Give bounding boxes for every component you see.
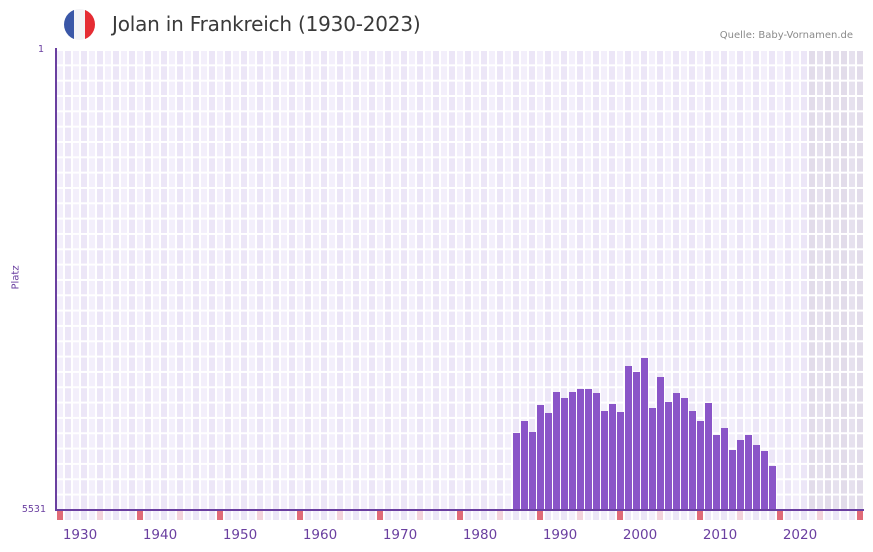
bar-1985[interactable] — [512, 433, 520, 510]
x-tick-2020: 2020 — [782, 527, 818, 543]
source-credit: Quelle: Baby-Vornamen.de — [719, 30, 853, 41]
x-tick-1970: 1970 — [382, 527, 418, 543]
bar-2006[interactable] — [680, 398, 688, 510]
bar-1998[interactable] — [616, 412, 624, 510]
x-tick-1950: 1950 — [222, 527, 258, 543]
bar-2013[interactable] — [736, 440, 744, 510]
bar-1990[interactable] — [552, 392, 560, 510]
x-tick-2010: 2010 — [702, 527, 738, 543]
bar-1987[interactable] — [528, 432, 536, 510]
bar-2000[interactable] — [632, 372, 640, 510]
bar-1989[interactable] — [544, 413, 552, 510]
bar-2016[interactable] — [760, 451, 768, 510]
x-tick-1930: 1930 — [62, 527, 98, 543]
bar-2011[interactable] — [720, 428, 728, 510]
bar-2005[interactable] — [672, 393, 680, 510]
flag-stripe-white — [74, 9, 85, 40]
chart-title: Jolan in Frankreich (1930-2023) — [112, 12, 421, 36]
bar-2004[interactable] — [664, 402, 672, 510]
bar-2014[interactable] — [744, 435, 752, 510]
x-tick-1990: 1990 — [542, 527, 578, 543]
bar-2002[interactable] — [648, 408, 656, 510]
flag-stripe-blue — [64, 9, 75, 40]
bar-2015[interactable] — [752, 445, 760, 510]
x-tick-1980: 1980 — [462, 527, 498, 543]
bar-1986[interactable] — [520, 421, 528, 510]
y-axis-line — [55, 48, 57, 511]
france-flag-icon — [64, 9, 95, 40]
year-markers — [57, 511, 863, 520]
bar-1996[interactable] — [600, 411, 608, 510]
bar-1997[interactable] — [608, 404, 616, 510]
bar-1995[interactable] — [592, 393, 600, 510]
bar-2017[interactable] — [768, 466, 776, 510]
bar-2012[interactable] — [728, 450, 736, 510]
flag-stripe-red — [84, 9, 95, 40]
bar-1988[interactable] — [536, 405, 544, 510]
bar-2007[interactable] — [688, 411, 696, 510]
bar-1991[interactable] — [560, 398, 568, 510]
y-axis-label: Platz — [10, 265, 22, 290]
x-tick-2000: 2000 — [622, 527, 658, 543]
x-tick-1940: 1940 — [142, 527, 178, 543]
y-tick-bottom: 5531 — [21, 504, 46, 515]
bar-2009[interactable] — [704, 403, 712, 510]
x-axis-line — [55, 509, 864, 511]
bar-2010[interactable] — [712, 435, 720, 510]
grid — [57, 51, 863, 509]
x-tick-1960: 1960 — [302, 527, 338, 543]
bar-1992[interactable] — [568, 392, 576, 510]
bar-1999[interactable] — [624, 366, 632, 510]
bar-2001[interactable] — [640, 358, 648, 510]
plot-area — [56, 50, 864, 510]
bar-2008[interactable] — [696, 421, 704, 510]
bar-1993[interactable] — [576, 389, 584, 510]
y-tick-top: 1 — [37, 44, 44, 55]
bar-2003[interactable] — [656, 377, 664, 510]
bar-1994[interactable] — [584, 389, 592, 510]
